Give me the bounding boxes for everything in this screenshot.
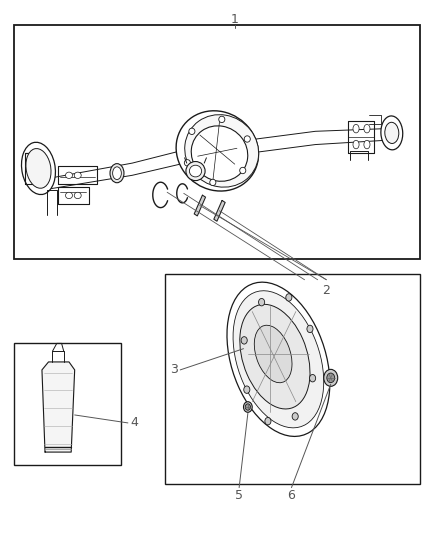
Bar <box>14 343 121 465</box>
Ellipse shape <box>233 290 323 428</box>
Ellipse shape <box>218 116 224 123</box>
Ellipse shape <box>285 294 291 301</box>
Ellipse shape <box>291 413 297 420</box>
Ellipse shape <box>226 282 329 437</box>
Text: 4: 4 <box>130 416 138 430</box>
Text: 5: 5 <box>235 489 243 502</box>
Text: 2: 2 <box>321 284 329 297</box>
Ellipse shape <box>65 172 72 179</box>
Ellipse shape <box>176 111 258 191</box>
Ellipse shape <box>110 164 124 183</box>
Ellipse shape <box>184 115 258 187</box>
Ellipse shape <box>254 325 291 383</box>
Ellipse shape <box>309 375 315 382</box>
Ellipse shape <box>239 167 245 174</box>
Text: 6: 6 <box>287 489 295 502</box>
Ellipse shape <box>21 142 55 195</box>
Ellipse shape <box>243 402 252 413</box>
Bar <box>14 25 419 259</box>
Text: 1: 1 <box>230 13 238 27</box>
Ellipse shape <box>264 417 270 425</box>
Ellipse shape <box>363 140 369 149</box>
Ellipse shape <box>245 404 250 410</box>
Ellipse shape <box>323 369 337 386</box>
Ellipse shape <box>243 386 249 393</box>
Polygon shape <box>194 195 205 216</box>
Ellipse shape <box>191 126 247 181</box>
Ellipse shape <box>65 192 72 199</box>
Ellipse shape <box>74 172 81 179</box>
Ellipse shape <box>239 304 309 409</box>
Ellipse shape <box>113 167 121 180</box>
Ellipse shape <box>184 160 190 166</box>
Ellipse shape <box>306 325 312 333</box>
Ellipse shape <box>380 116 402 150</box>
Ellipse shape <box>352 124 358 133</box>
Ellipse shape <box>384 122 398 143</box>
Ellipse shape <box>363 124 369 133</box>
Polygon shape <box>42 362 74 452</box>
Ellipse shape <box>188 128 194 134</box>
Ellipse shape <box>326 373 334 383</box>
Polygon shape <box>213 200 225 221</box>
Ellipse shape <box>189 165 201 177</box>
Bar <box>165 274 419 484</box>
Text: 3: 3 <box>170 364 177 376</box>
Ellipse shape <box>352 140 358 149</box>
Ellipse shape <box>185 161 205 181</box>
Ellipse shape <box>209 179 215 185</box>
Ellipse shape <box>240 337 247 344</box>
Ellipse shape <box>258 298 264 306</box>
Ellipse shape <box>244 136 250 142</box>
Ellipse shape <box>26 149 51 188</box>
Ellipse shape <box>74 192 81 199</box>
